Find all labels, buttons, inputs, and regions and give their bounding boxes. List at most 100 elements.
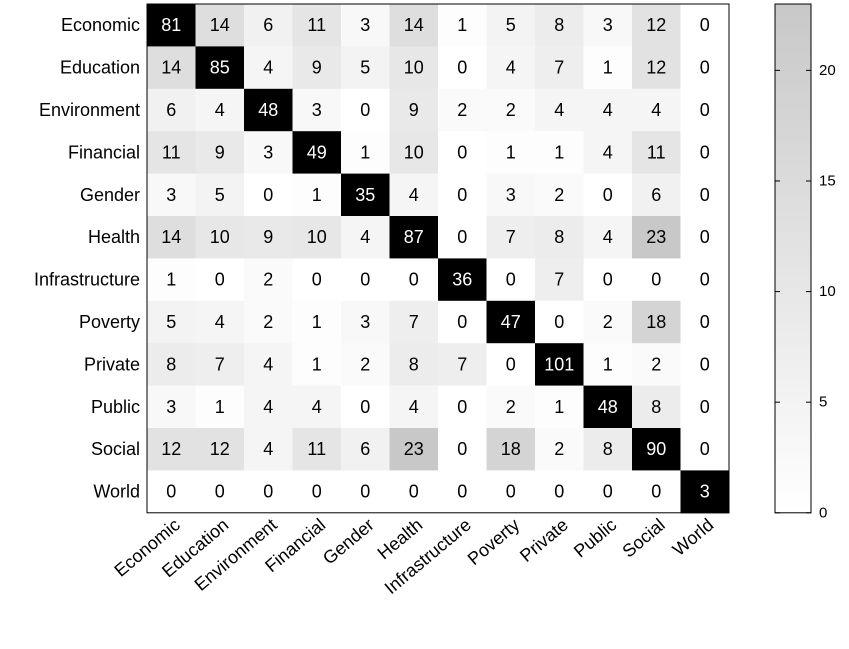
cell-value-label: 0 xyxy=(457,482,467,502)
cell-value-label: 2 xyxy=(457,100,467,120)
cell-value-label: 0 xyxy=(457,58,467,78)
row-label: World xyxy=(93,482,140,502)
heatmap-cell xyxy=(535,88,584,132)
heatmap-cell xyxy=(486,385,536,429)
cell-value-label: 3 xyxy=(506,185,516,205)
heatmap-cell xyxy=(244,216,293,259)
cell-value-label: 4 xyxy=(263,397,273,417)
cell-value-label: 1 xyxy=(554,397,564,417)
heatmap-cell xyxy=(195,88,245,132)
cell-value-label: 12 xyxy=(210,439,230,459)
cell-value-label: 4 xyxy=(263,439,273,459)
heatmap-cell xyxy=(583,46,633,90)
heatmap-cell xyxy=(583,385,633,429)
cell-value-label: 8 xyxy=(409,354,419,374)
cell-value-label: 8 xyxy=(554,227,564,247)
heatmap-cell xyxy=(292,131,342,175)
heatmap-cell xyxy=(389,173,439,217)
cell-value-label: 10 xyxy=(307,227,327,247)
heatmap-cell xyxy=(389,385,439,429)
row-label: Education xyxy=(60,58,140,78)
cell-value-label: 7 xyxy=(554,58,564,78)
cell-value-label: 3 xyxy=(700,482,710,502)
heatmap-cell xyxy=(535,343,584,387)
cell-value-label: 9 xyxy=(215,142,225,162)
cell-value-label: 12 xyxy=(646,58,666,78)
heatmap-cell xyxy=(535,428,584,471)
heatmap-cell xyxy=(147,88,196,132)
cell-value-label: 23 xyxy=(646,227,666,247)
cell-value-label: 1 xyxy=(457,15,467,35)
cell-value-label: 35 xyxy=(355,185,375,205)
cell-value-label: 0 xyxy=(554,482,564,502)
cell-value-label: 0 xyxy=(700,227,710,247)
cell-value-label: 4 xyxy=(312,397,322,417)
plot-frame xyxy=(146,3,730,514)
heatmap-cell xyxy=(341,46,390,90)
column-label: World xyxy=(669,515,718,560)
cell-value-label: 1 xyxy=(312,185,322,205)
cell-value-label: 4 xyxy=(651,100,661,120)
cell-value-label: 11 xyxy=(307,15,326,35)
cell-value-label: 1 xyxy=(506,142,516,162)
heatmap-cell xyxy=(147,46,196,90)
cell-value-label: 47 xyxy=(501,312,521,332)
cell-value-label: 36 xyxy=(452,270,472,290)
heatmap-cell xyxy=(680,258,730,302)
heatmap-cell xyxy=(680,46,730,90)
heatmap-cell xyxy=(438,88,487,132)
heatmap-cell xyxy=(632,428,681,471)
cell-value-label: 0 xyxy=(215,482,225,502)
row-label: Financial xyxy=(68,142,140,162)
heatmap-cell xyxy=(195,216,245,259)
heatmap-cell xyxy=(292,300,342,344)
cell-value-label: 0 xyxy=(506,482,516,502)
cell-value-label: 14 xyxy=(161,58,181,78)
cell-value-label: 2 xyxy=(651,354,661,374)
colorbar-tick-label: 5 xyxy=(819,394,827,411)
cell-value-label: 2 xyxy=(554,439,564,459)
heatmap-cell xyxy=(438,343,487,387)
cell-value-label: 23 xyxy=(404,439,424,459)
heatmap-cell xyxy=(680,343,730,387)
cell-value-label: 4 xyxy=(409,397,419,417)
cell-value-label: 12 xyxy=(646,15,666,35)
cell-value-label: 8 xyxy=(603,439,613,459)
heatmap-cell xyxy=(486,131,536,175)
cell-value-label: 1 xyxy=(603,58,613,78)
heatmap-cell xyxy=(486,88,536,132)
heatmap-cell xyxy=(438,216,487,259)
heatmap-cell xyxy=(292,428,342,471)
heatmap-cell xyxy=(632,258,681,302)
cell-value-label: 0 xyxy=(603,185,613,205)
heatmap-cell xyxy=(195,300,245,344)
heatmap-cell xyxy=(680,88,730,132)
row-label: Environment xyxy=(39,100,140,120)
cell-value-label: 5 xyxy=(166,312,176,332)
cell-value-label: 3 xyxy=(166,185,176,205)
cell-value-label: 0 xyxy=(603,482,613,502)
row-labels: Economic Education Environment Financial Gen… xyxy=(34,15,140,501)
cell-value-label: 0 xyxy=(312,482,322,502)
cell-value-label: 7 xyxy=(457,354,467,374)
heatmap-cell xyxy=(147,216,196,259)
cell-value-label: 7 xyxy=(409,312,419,332)
cell-value-label: 0 xyxy=(166,482,176,502)
cell-value-label: 1 xyxy=(312,312,322,332)
heatmap-cell xyxy=(438,131,487,175)
cell-value-label: 0 xyxy=(700,354,710,374)
heatmap-cell xyxy=(341,428,390,471)
heatmap-cell xyxy=(147,385,196,429)
heatmap-cell xyxy=(389,46,439,90)
heatmap-cell xyxy=(583,88,633,132)
heatmap-cell xyxy=(195,470,245,514)
heatmap-cell xyxy=(195,131,245,175)
heatmap-cell xyxy=(244,131,293,175)
cell-value-label: 4 xyxy=(554,100,564,120)
cell-value-label: 0 xyxy=(457,397,467,417)
heatmap-cell xyxy=(583,343,633,387)
cell-value-label: 2 xyxy=(263,270,273,290)
heatmap-cell xyxy=(438,385,487,429)
cell-value-label: 1 xyxy=(603,354,613,374)
heatmap-cell xyxy=(244,343,293,387)
